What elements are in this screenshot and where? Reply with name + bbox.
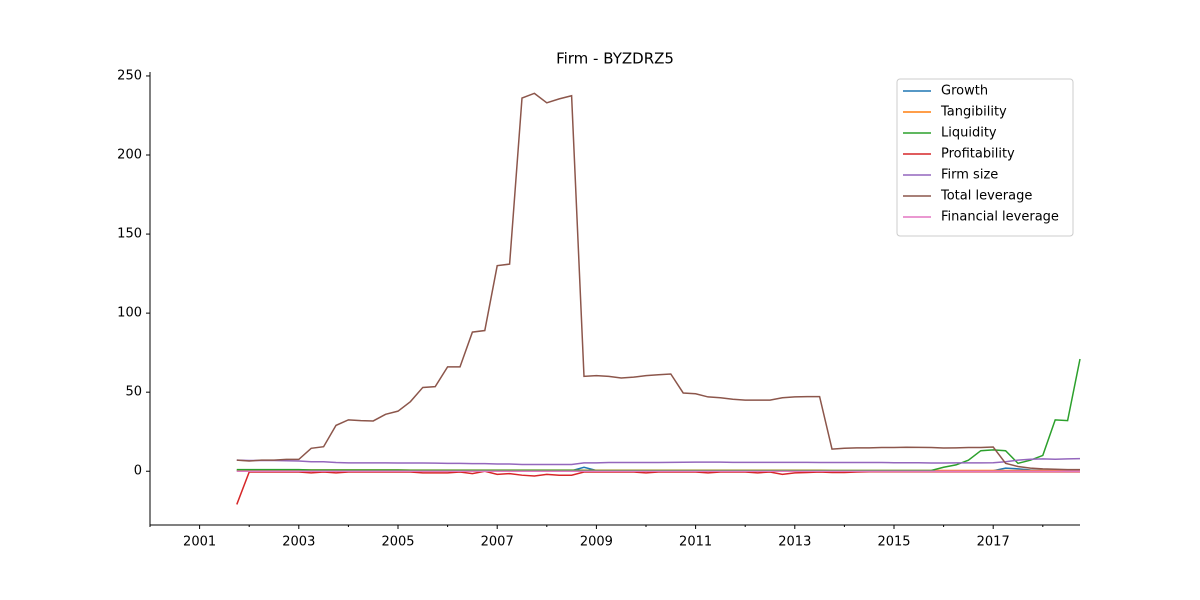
x-tick-label: 2017 <box>977 535 1010 550</box>
x-tick-label: 2009 <box>580 535 613 550</box>
x-tick-label: 2015 <box>877 535 910 550</box>
legend-label: Profitability <box>941 147 1015 162</box>
legend-label: Total leverage <box>940 189 1032 204</box>
series-line <box>236 457 1081 466</box>
legend-label: Liquidity <box>941 126 997 141</box>
chart-title: Firm - BYZDRZ5 <box>556 50 674 68</box>
x-tick-label: 2011 <box>679 535 712 550</box>
y-tick-label: 150 <box>117 227 142 242</box>
series-line <box>236 92 1080 471</box>
legend-label: Financial leverage <box>941 210 1059 225</box>
y-tick-label: 100 <box>117 306 142 321</box>
legend-box <box>896 78 1074 237</box>
y-tick-label: 250 <box>117 68 142 83</box>
legend-label: Firm size <box>941 168 998 183</box>
legend-label: Growth <box>941 84 988 99</box>
y-tick-label: 200 <box>117 148 142 163</box>
x-tick-label: 2001 <box>183 535 216 550</box>
y-tick-label: 0 <box>134 464 142 479</box>
x-tick-label: 2003 <box>282 535 315 550</box>
y-tick-label: 50 <box>125 385 142 400</box>
series-line <box>236 358 1081 472</box>
x-tick-label: 2013 <box>778 535 811 550</box>
series-line <box>236 470 1080 505</box>
x-tick-label: 2007 <box>481 535 514 550</box>
x-tick-label: 2005 <box>381 535 414 550</box>
legend-label: Tangibility <box>940 105 1007 120</box>
